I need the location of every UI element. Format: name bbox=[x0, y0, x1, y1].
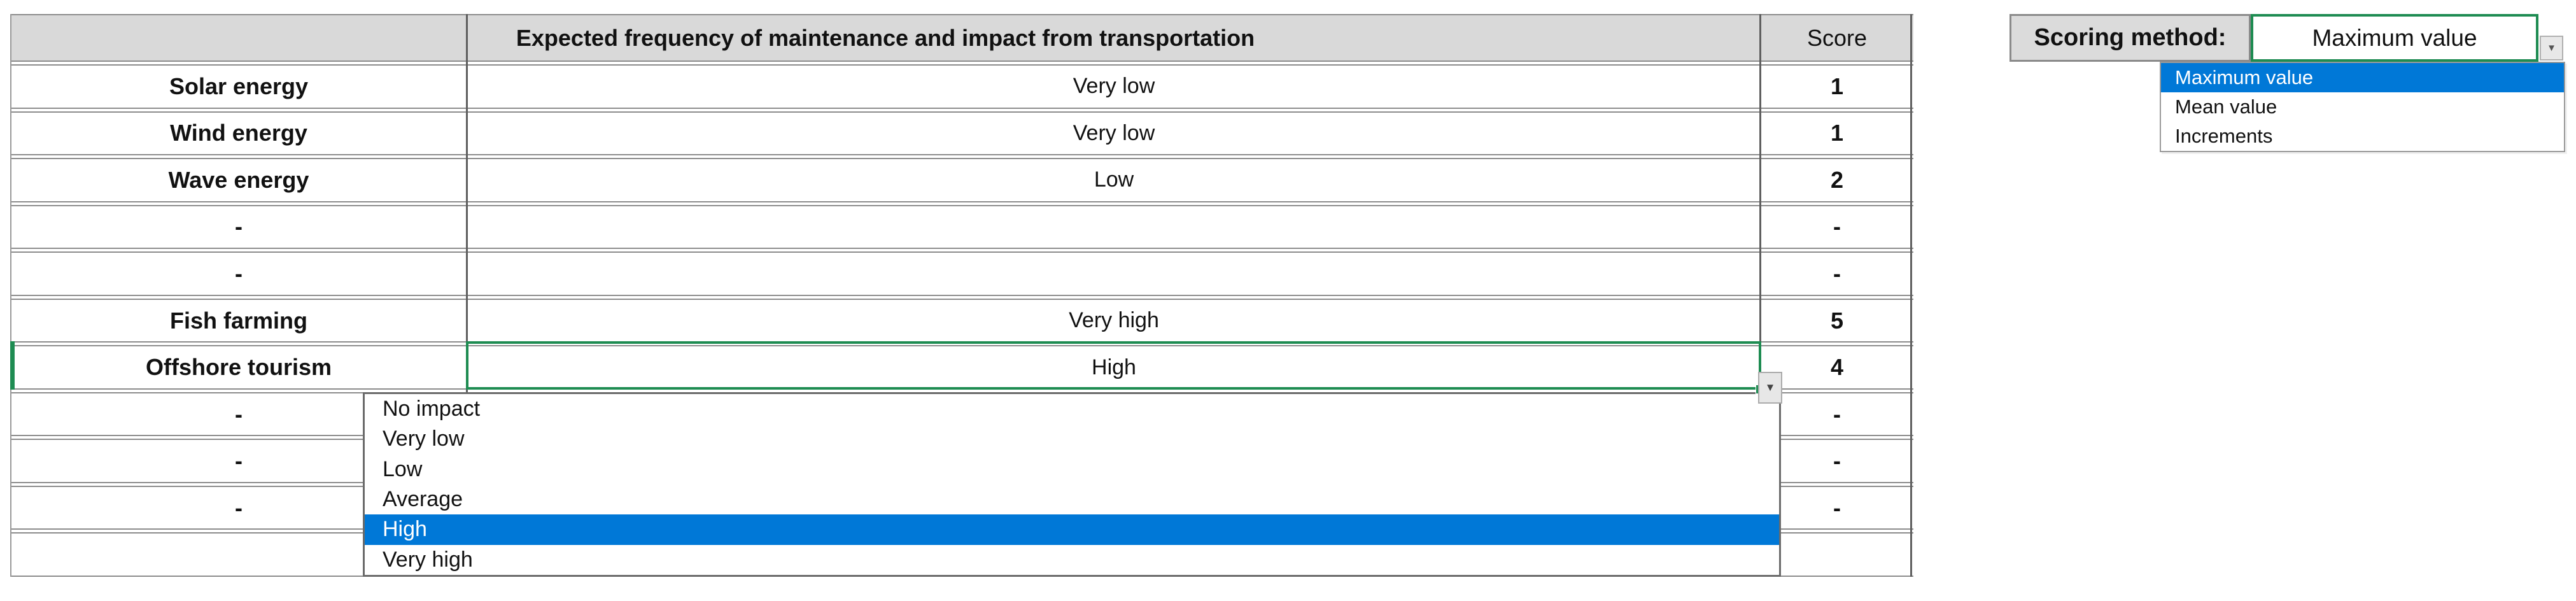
score-column-header: Score bbox=[1806, 24, 1868, 51]
table-header-row: Expected frequency of maintenance and im… bbox=[10, 14, 1913, 62]
impact-cell[interactable] bbox=[467, 206, 1761, 248]
score-cell: 1 bbox=[1830, 73, 1844, 99]
table-row: Fish farming Very high 5 bbox=[10, 298, 1913, 343]
score-cell: - bbox=[1833, 260, 1841, 286]
score-cell: - bbox=[1833, 448, 1841, 474]
activity-cell[interactable]: Wave energy bbox=[168, 166, 309, 193]
score-cell: - bbox=[1833, 213, 1841, 240]
scoring-method-option[interactable]: Increments bbox=[2175, 125, 2273, 147]
activity-cell[interactable]: - bbox=[235, 494, 243, 521]
column-divider-1 bbox=[466, 14, 468, 577]
impact-cell[interactable]: Very low bbox=[1073, 74, 1155, 99]
table-title: Expected frequency of maintenance and im… bbox=[516, 24, 1255, 51]
scoring-method-label: Scoring method: bbox=[2009, 14, 2251, 62]
impact-option[interactable]: No impact bbox=[383, 397, 481, 421]
score-cell: 2 bbox=[1830, 166, 1844, 193]
score-cell: - bbox=[1833, 400, 1841, 427]
table-row: - - bbox=[10, 204, 1913, 250]
scoring-method-option[interactable]: Mean value bbox=[2175, 95, 2277, 118]
score-cell: 1 bbox=[1830, 120, 1844, 146]
table-row: Offshore tourism High 4 bbox=[10, 345, 1913, 390]
activity-cell[interactable]: - bbox=[235, 400, 243, 427]
column-divider-score bbox=[1759, 14, 1761, 577]
impact-cell[interactable] bbox=[467, 253, 1761, 295]
impact-dropdown-list: No impact Very low Low Average High Very high bbox=[363, 392, 1781, 577]
impact-cell[interactable]: Low bbox=[1094, 167, 1134, 192]
table-left-border bbox=[10, 14, 11, 577]
activity-cell[interactable]: - bbox=[235, 260, 243, 286]
impact-option[interactable]: Very high bbox=[383, 547, 473, 572]
impact-option[interactable]: Low bbox=[383, 456, 423, 481]
activity-cell[interactable]: Solar energy bbox=[169, 73, 309, 99]
impact-cell[interactable]: Very high bbox=[1069, 308, 1159, 332]
chevron-down-icon: ▼ bbox=[2547, 43, 2556, 53]
chevron-down-icon: ▼ bbox=[1764, 381, 1776, 393]
scoring-method-dropdown-list: Maximum value Mean value Increments bbox=[2160, 62, 2565, 152]
impact-cell[interactable]: High bbox=[1092, 355, 1136, 379]
scoring-method-dropdown-button[interactable]: ▼ bbox=[2540, 36, 2563, 60]
impact-cell[interactable]: Very low bbox=[1073, 120, 1155, 145]
activity-cell[interactable]: Fish farming bbox=[169, 307, 308, 334]
table-right-border bbox=[1910, 14, 1912, 577]
scoring-method-value[interactable]: Maximum value bbox=[2251, 14, 2538, 62]
selected-row-left-marker bbox=[10, 341, 15, 390]
table-row: Solar energy Very low 1 bbox=[10, 64, 1913, 109]
score-cell: 5 bbox=[1830, 307, 1844, 334]
impact-option[interactable]: Very low bbox=[383, 427, 465, 451]
table-row: - - bbox=[10, 251, 1913, 296]
score-cell bbox=[1761, 534, 1913, 576]
activity-cell[interactable]: Wind energy bbox=[170, 120, 307, 146]
table-row: Wave energy Low 2 bbox=[10, 158, 1913, 202]
impact-dropdown-button[interactable]: ▼ bbox=[1758, 372, 1782, 404]
activity-cell[interactable]: - bbox=[235, 213, 243, 240]
impact-option[interactable]: High bbox=[365, 514, 1779, 545]
activity-cell[interactable]: - bbox=[235, 448, 243, 474]
table-row: Wind energy Very low 1 bbox=[10, 111, 1913, 156]
impact-option[interactable]: Average bbox=[383, 487, 463, 512]
scoring-method-option[interactable]: Maximum value bbox=[2161, 63, 2564, 92]
score-cell: 4 bbox=[1830, 354, 1844, 381]
activity-cell[interactable]: Offshore tourism bbox=[145, 354, 332, 381]
score-cell: - bbox=[1833, 494, 1841, 521]
